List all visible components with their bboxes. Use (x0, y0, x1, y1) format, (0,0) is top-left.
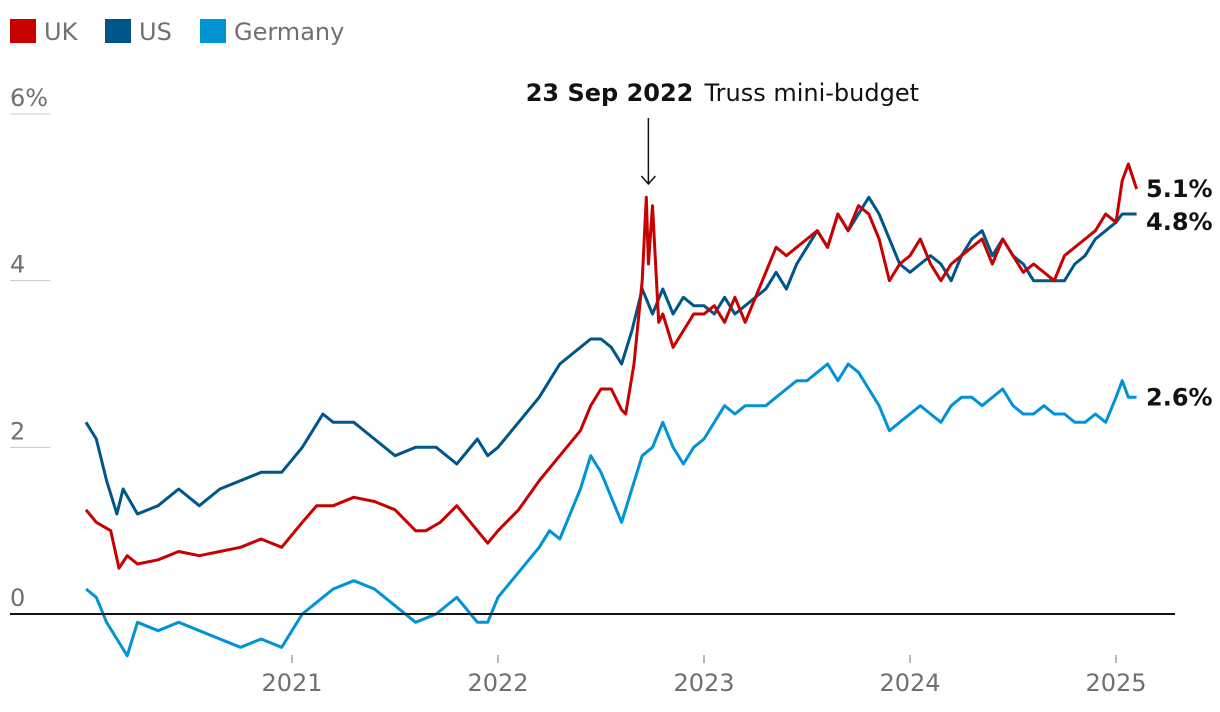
x-tick-label-0: 2021 (261, 669, 322, 697)
y-tick-label-2: 4 (10, 251, 25, 279)
x-axis: 2021 2022 2023 2024 2025 (261, 655, 1147, 697)
x-tick-label-1: 2022 (467, 669, 528, 697)
annotation-text: 23 Sep 2022 Truss mini-budget (526, 79, 919, 107)
y-tick-label-0: 0 (10, 584, 25, 612)
series-line-us (84, 195, 1137, 516)
annotation: 23 Sep 2022 Truss mini-budget (526, 79, 919, 186)
y-tick-label-3: 6% (10, 84, 48, 112)
x-tick-label-2: 2023 (673, 669, 734, 697)
legend-swatch-uk (10, 19, 36, 43)
end-label-germany: 2.6% (1146, 383, 1213, 411)
series-line-germany (85, 362, 1137, 658)
end-label-uk: 5.1% (1146, 175, 1213, 203)
end-labels: 5.1% 4.8% 2.6% (1146, 175, 1213, 411)
y-axis: 0 2 4 6% (10, 84, 50, 612)
legend-label-germany: Germany (234, 18, 344, 46)
legend-label-us: US (139, 18, 172, 46)
x-tick-label-4: 2025 (1085, 669, 1146, 697)
annotation-date: 23 Sep 2022 (526, 79, 694, 107)
x-tick-label-3: 2024 (879, 669, 940, 697)
annotation-label: Truss mini-budget (703, 79, 919, 107)
series-lines (84, 162, 1139, 658)
legend: UK US Germany (10, 18, 344, 46)
series-line-uk (84, 162, 1139, 570)
legend-label-uk: UK (44, 18, 79, 46)
end-label-us: 4.8% (1146, 208, 1213, 236)
annotation-arrow-head (640, 175, 656, 186)
legend-swatch-germany (200, 19, 226, 43)
y-tick-label-1: 2 (10, 417, 25, 445)
legend-swatch-us (105, 19, 131, 43)
